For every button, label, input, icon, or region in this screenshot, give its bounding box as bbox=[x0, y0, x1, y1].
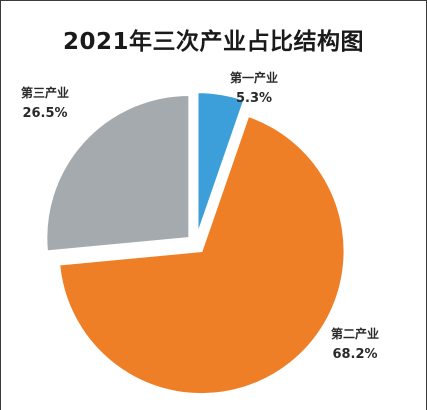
slice-value-secondary: 68.2% bbox=[332, 347, 377, 362]
pie-slice-primary bbox=[196, 91, 246, 236]
slice-value-primary: 5.3% bbox=[236, 91, 272, 106]
slice-value-tertiary: 26.5% bbox=[22, 106, 67, 121]
slice-label-primary: 第一产业 bbox=[230, 70, 278, 85]
slice-label-secondary: 第二产业 bbox=[331, 326, 379, 341]
slice-label-tertiary: 第三产业 bbox=[21, 85, 69, 100]
pie-slice-tertiary bbox=[45, 93, 191, 253]
chart-title: 2021年三次产业占比结构图 bbox=[62, 29, 364, 55]
pie-slice-secondary bbox=[58, 114, 346, 396]
